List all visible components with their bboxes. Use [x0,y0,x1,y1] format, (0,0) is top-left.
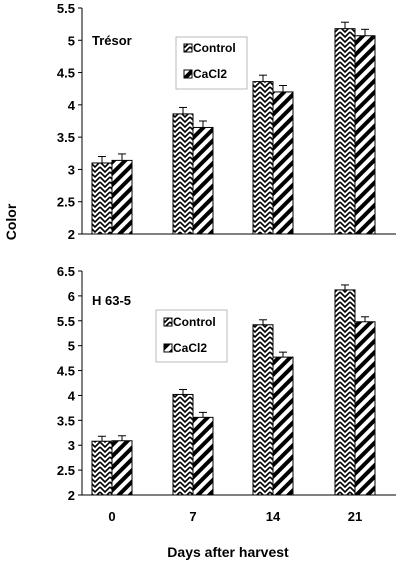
legend-label-control: Control [173,315,216,329]
x-tick-labels: 0 7 14 21 [108,509,362,524]
x-tick-label: 0 [108,509,115,524]
y-tick-label: 6.5 [57,264,75,279]
y-tick-label: 2.5 [57,195,75,210]
y-tick-label: 5.5 [57,314,75,329]
legend-swatch-cacl2 [183,69,193,79]
bar-cacl2 [272,356,294,496]
y-tick-label: 3 [68,438,75,453]
legend-label-cacl2: CaCl2 [193,67,227,81]
y-tick-label: 6 [68,289,75,304]
legend-label-cacl2: CaCl2 [173,341,207,355]
legend-swatch-cacl2 [163,343,173,353]
bar-cacl2 [192,126,214,235]
bars [91,21,376,235]
bar-cacl2 [354,321,376,496]
bars [91,284,376,496]
bar-control [252,324,274,496]
legend-label-control: Control [193,41,236,55]
y-tick-label: 4.5 [57,66,75,81]
x-tick-label: 7 [189,509,196,524]
legend: Control CaCl2 [175,36,248,90]
panel-label: H 63-5 [92,293,131,308]
y-tick-label: 4.5 [57,364,75,379]
legend-swatch-control [163,317,173,327]
y-ticks: 2 2.5 3 3.5 4 4.5 5 5.5 6 6.5 [57,264,82,503]
y-tick-label: 2.5 [57,463,75,478]
y-tick-label: 4 [68,98,76,113]
legend-swatch-control [183,43,193,53]
y-tick-label: 3 [68,162,75,177]
bar-cacl2 [111,440,133,496]
bar-control [91,440,113,496]
y-tick-label: 3.5 [57,413,75,428]
bar-cacl2 [272,91,294,235]
bar-cacl2 [111,159,133,235]
bar-control [172,113,194,235]
bar-control [334,28,356,235]
bar-control [334,289,356,496]
panel-label: Trésor [92,33,132,48]
y-tick-label: 5 [68,33,75,48]
y-tick-label: 2 [68,488,75,503]
bar-control [91,162,113,235]
legend: Control CaCl2 [155,309,228,363]
bar-control [172,393,194,496]
x-tick-label: 14 [266,509,281,524]
x-tick-label: 21 [348,509,362,524]
panel-h63-5: 2 2.5 3 3.5 4 4.5 5 5.5 6 6.5 H 63-5 Control CaCl… [57,264,396,503]
y-tick-label: 2 [68,227,75,242]
bar-cacl2 [354,35,376,235]
y-axis-title: Color [3,203,19,240]
y-tick-label: 4 [68,388,76,403]
y-tick-label: 5 [68,339,75,354]
bar-cacl2 [192,416,214,496]
x-axis-title: Days after harvest [167,544,289,560]
y-ticks: 2 2.5 3 3.5 4 4.5 5 5.5 [57,1,82,242]
y-tick-label: 5.5 [57,1,75,16]
y-tick-label: 3.5 [57,130,75,145]
panel-tresor: 2 2.5 3 3.5 4 4.5 5 5.5 Trésor Control CaCl2 [57,1,396,242]
bar-control [252,81,274,235]
